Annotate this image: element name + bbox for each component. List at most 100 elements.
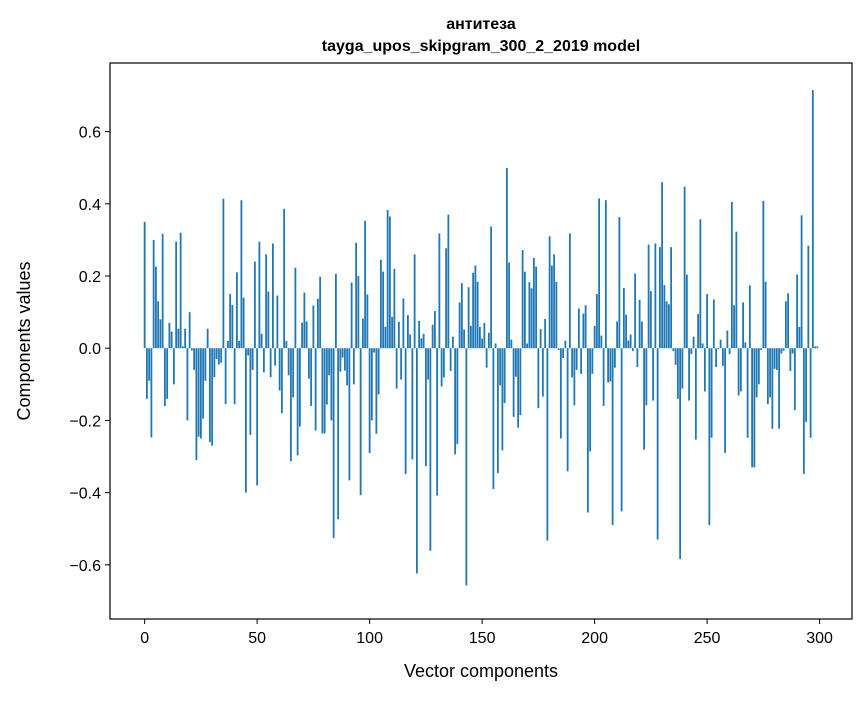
bar-58: [274, 348, 277, 366]
bar-125: [424, 348, 427, 467]
bar-23: [195, 348, 198, 461]
bar-18: [184, 328, 187, 349]
bar-164: [512, 348, 515, 417]
y-axis: −0.6 −0.4 −0.2 0.0 0.2 0.4 0.6: [69, 125, 110, 575]
bar-45: [244, 348, 247, 493]
bar-158: [499, 348, 502, 386]
bar-44: [242, 297, 245, 349]
bar-48: [251, 348, 254, 370]
bar-245: [694, 348, 697, 440]
bar-126: [427, 348, 430, 380]
bar-184: [557, 348, 560, 351]
bar-20: [188, 312, 191, 349]
bar-22: [193, 348, 196, 370]
bar-268: [746, 348, 749, 438]
bar-224: [647, 244, 650, 349]
bar-6: [157, 301, 160, 349]
bar-157: [496, 348, 499, 474]
bar-226: [652, 348, 655, 401]
bar-54: [265, 254, 268, 349]
bar-41: [235, 272, 238, 349]
bar-141: [460, 283, 463, 349]
y-axis-label: Components values: [14, 261, 34, 420]
bar-139: [456, 348, 459, 444]
bar-5: [154, 266, 157, 349]
bar-262: [733, 305, 736, 349]
bar-4: [152, 239, 155, 349]
bar-64: [287, 348, 290, 376]
bar-120: [413, 254, 416, 349]
bar-194: [580, 348, 583, 374]
bar-105: [379, 259, 382, 349]
bar-190: [571, 348, 574, 378]
bar-148: [476, 281, 479, 349]
bar-97: [361, 318, 364, 349]
bar-231: [663, 285, 666, 349]
bar-293: [802, 348, 805, 474]
bar-8: [161, 233, 164, 349]
bar-295: [807, 245, 810, 349]
bar-61: [280, 348, 283, 414]
bar-56: [269, 348, 272, 378]
bar-72: [305, 321, 308, 349]
bar-128: [431, 324, 434, 349]
bar-89: [343, 348, 346, 371]
bar-40: [233, 348, 236, 405]
bar-101: [370, 348, 373, 421]
bar-106: [382, 271, 385, 349]
bar-109: [388, 216, 391, 349]
chart-subtitle: tayga_upos_skipgram_300_2_2019 model: [322, 38, 640, 55]
bar-145: [469, 325, 472, 349]
bar-16: [179, 232, 182, 349]
bar-253: [712, 299, 715, 349]
y-tick-label: −0.2: [69, 413, 101, 430]
bar-124: [422, 333, 425, 349]
bar-149: [478, 326, 481, 349]
bar-37: [226, 341, 229, 349]
bar-133: [442, 348, 445, 378]
bar-244: [692, 336, 695, 349]
bar-10: [166, 348, 169, 399]
bar-269: [748, 285, 751, 349]
bar-242: [688, 348, 691, 401]
bar-278: [769, 348, 772, 398]
bar-93: [352, 348, 355, 385]
bar-142: [463, 329, 466, 349]
bar-155: [492, 348, 495, 490]
bar-86: [337, 348, 340, 520]
bar-163: [510, 339, 513, 349]
bar-162: [508, 262, 511, 349]
bar-1: [145, 348, 148, 399]
bar-90: [346, 348, 349, 386]
bar-80: [323, 348, 326, 434]
bar-12: [170, 331, 173, 349]
plot-frame: [109, 62, 853, 620]
bar-147: [474, 265, 477, 349]
bar-115: [402, 298, 405, 349]
bar-131: [438, 233, 441, 349]
bar-254: [715, 348, 718, 367]
bar-228: [656, 348, 659, 540]
bar-247: [699, 219, 702, 349]
bar-192: [575, 348, 578, 370]
bar-266: [742, 302, 745, 349]
bar-98: [364, 220, 367, 349]
bar-99: [366, 294, 369, 349]
bar-294: [805, 348, 808, 422]
bar-51: [258, 241, 261, 349]
bar-159: [501, 348, 504, 451]
x-axis: 0 50 100 150 200 250 300: [140, 619, 833, 647]
bar-100: [368, 348, 371, 453]
bar-127: [429, 348, 432, 551]
bar-43: [240, 200, 243, 349]
bar-85: [334, 273, 337, 349]
bar-59: [276, 295, 279, 349]
bar-215: [627, 340, 630, 349]
bar-272: [755, 348, 758, 398]
bar-270: [751, 348, 754, 468]
bar-213: [622, 287, 625, 349]
bar-47: [249, 348, 252, 435]
bar-166: [517, 348, 520, 428]
bar-204: [602, 348, 605, 406]
